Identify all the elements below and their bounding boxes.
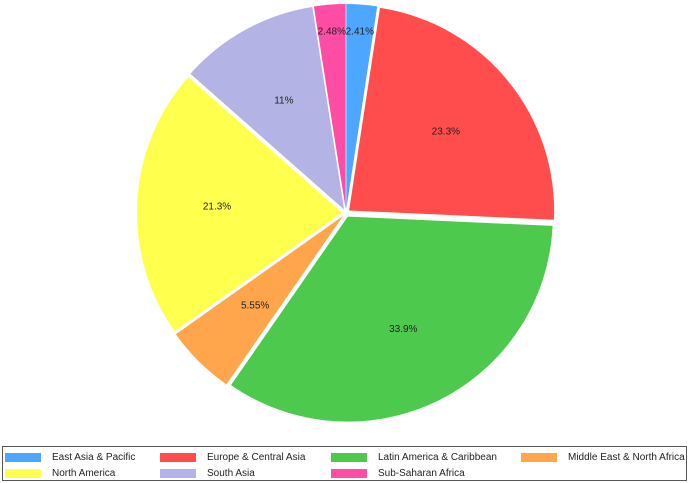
legend-item-7: Sub-Saharan Africa	[331, 466, 465, 480]
pie-slice-1	[346, 4, 378, 210]
legend-swatch	[160, 468, 196, 478]
pie-slice-4	[175, 215, 344, 385]
legend-swatch	[5, 452, 41, 462]
legend-label: Middle East & North Africa	[568, 451, 685, 463]
legend-swatch	[331, 468, 367, 478]
pie-slice-5	[137, 77, 343, 332]
slice-label-4: 5.55%	[241, 300, 269, 311]
pie-chart: 2.41% 23.3% 33.9% 5.55% 21.3% 11% 2.48%	[137, 4, 555, 422]
pie-slice-6	[190, 6, 345, 210]
legend-label: South Asia	[207, 467, 255, 479]
slice-label-5: 21.3%	[203, 202, 231, 213]
legend-swatch	[160, 452, 196, 462]
slice-label-1: 2.41%	[346, 27, 374, 38]
legend-item-6: South Asia	[160, 466, 255, 480]
legend-label: Sub-Saharan Africa	[378, 467, 465, 479]
legend-label: Europe & Central Asia	[207, 451, 306, 463]
pie-slice-3	[230, 216, 553, 422]
legend-label: East Asia & Pacific	[52, 451, 136, 463]
legend-swatch	[5, 468, 41, 478]
legend-label: Latin America & Caribbean	[378, 451, 497, 463]
slice-label-6: 11%	[274, 95, 293, 106]
legend-item-1: East Asia & Pacific	[5, 450, 135, 464]
legend-label: North America	[52, 467, 116, 479]
pie-slice-7	[313, 4, 346, 210]
slice-label-7: 2.48%	[318, 27, 346, 38]
legend-item-5: North America	[5, 466, 115, 480]
legend-item-3: Latin America & Caribbean	[331, 450, 497, 464]
slice-label-2: 23.3%	[432, 127, 460, 138]
pie-slice-2	[349, 7, 555, 220]
legend-item-2: Europe & Central Asia	[160, 450, 305, 464]
legend-swatch	[331, 452, 367, 462]
slice-label-3: 33.9%	[389, 324, 417, 335]
legend-swatch	[521, 452, 557, 462]
legend: East Asia & Pacific Europe & Central Asia…	[2, 446, 687, 481]
legend-item-4: Middle East & North Africa	[521, 450, 685, 464]
